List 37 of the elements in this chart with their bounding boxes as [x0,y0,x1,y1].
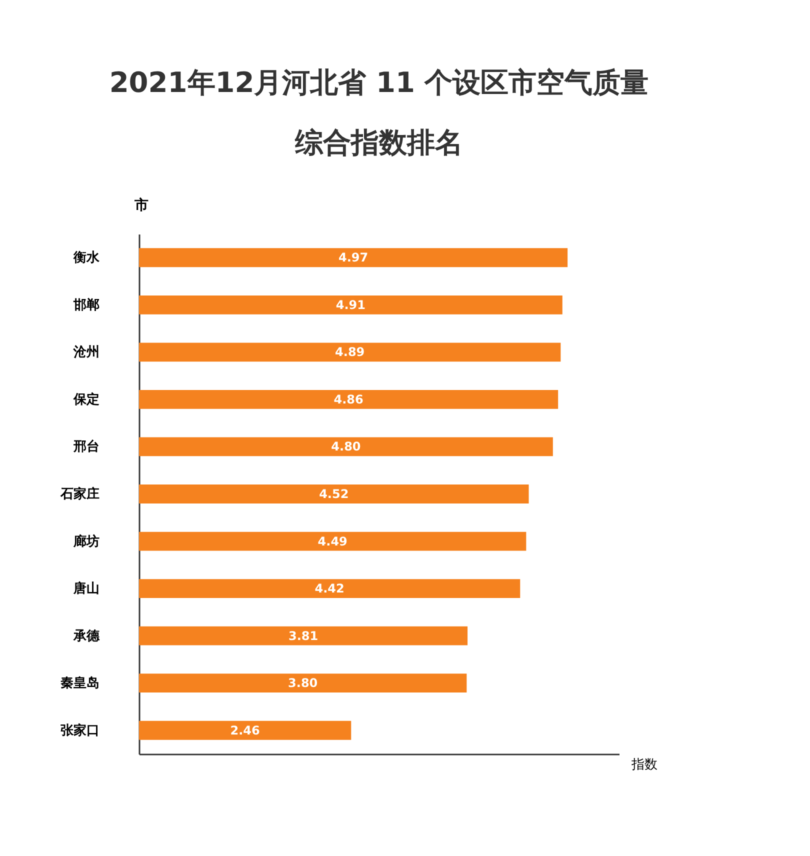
data-label: 3.80 [288,676,318,690]
text: 2021年12月河北省 11 个设区市空气质量 [109,66,649,99]
data-label: 4.52 [319,487,349,501]
bar [139,579,520,598]
y-tick-label: 邢台 [72,438,100,455]
y-tick-label: 承德 [72,628,100,644]
y-tick-label: 张家口 [60,722,100,738]
text: 综合指数排名 [295,126,463,159]
bar [139,342,561,362]
y-tick-label: 秦皇岛 [60,676,100,692]
y-tick-label: 衡水 [72,250,100,266]
bar [139,248,568,268]
bar [139,626,468,646]
bar [139,295,562,314]
data-label: 3.81 [288,628,318,643]
bar [139,484,529,504]
data-label: 2.46 [230,723,260,738]
y-tick-label: 廊坊 [72,533,100,550]
data-label: 4.86 [334,392,364,406]
data-label: 4.89 [335,345,365,360]
bar [139,390,558,409]
y-tick-label: 唐山 [72,580,100,597]
bar [139,532,526,551]
y-tick-label: 邯郸 [72,296,100,313]
y-tick-label: 石家庄 [60,486,100,502]
data-label: 4.97 [338,250,368,265]
y-tick-label: 保定 [72,391,100,408]
data-label: 4.80 [331,440,361,454]
data-label: 4.49 [318,534,348,548]
data-label: 4.91 [336,298,366,312]
bar [139,720,352,740]
data-label: 4.42 [314,582,344,596]
x-axis-title: 指数 [630,758,658,772]
y-tick-label: 沧州 [72,345,100,360]
y-axis-title: 市 [134,196,148,214]
bar [139,674,467,693]
bar [139,437,553,456]
